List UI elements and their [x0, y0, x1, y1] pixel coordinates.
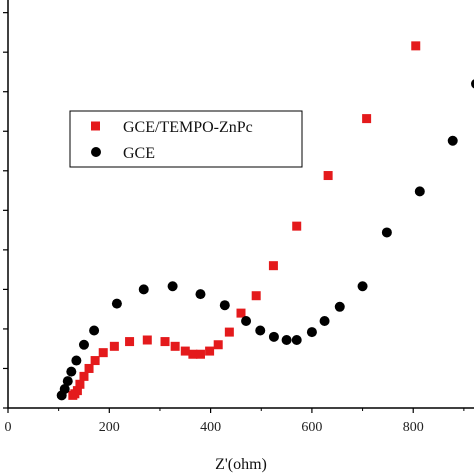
data-point-square	[84, 363, 94, 373]
data-point-square	[160, 337, 170, 347]
data-point-square	[205, 346, 215, 356]
data-point-circle	[471, 79, 474, 89]
data-point-square	[251, 291, 261, 301]
legend-marker-circle	[91, 147, 101, 157]
data-point-circle	[357, 281, 368, 292]
data-point-square	[180, 346, 190, 356]
x-tick-label: 200	[99, 420, 120, 435]
data-point-circle	[381, 227, 392, 238]
data-point-square	[268, 261, 278, 271]
data-point-circle	[334, 301, 345, 312]
data-point-square	[188, 349, 198, 359]
data-point-square	[411, 41, 421, 51]
data-point-circle	[319, 316, 330, 327]
data-point-circle	[219, 300, 230, 311]
data-point-circle	[195, 289, 206, 300]
x-axis-ticks: 0 200 400 600 800	[5, 408, 465, 435]
x-tick-label: 600	[301, 420, 322, 435]
data-point-circle	[59, 384, 70, 395]
data-point-circle	[138, 284, 149, 295]
data-point-square	[109, 341, 119, 351]
y-axis-ticks	[3, 12, 8, 409]
legend-box	[69, 110, 303, 168]
data-point-circle	[89, 325, 100, 336]
data-point-square	[98, 348, 108, 358]
data-point-square	[292, 221, 302, 231]
data-point-square	[72, 386, 82, 396]
data-point-circle	[167, 281, 178, 292]
data-point-square	[236, 308, 246, 318]
data-point-square	[323, 171, 333, 181]
x-tick-label: 800	[403, 420, 424, 435]
data-point-circle	[281, 335, 292, 345]
plot-area	[7, 0, 474, 409]
data-point-square	[213, 340, 223, 350]
data-point-square	[79, 371, 89, 381]
data-point-square	[75, 379, 85, 389]
plot-frame	[7, 0, 474, 409]
data-point-square	[362, 114, 372, 124]
data-point-square	[90, 356, 100, 366]
data-point-circle	[62, 376, 73, 387]
data-point-circle	[66, 366, 77, 377]
x-tick-label: 0	[5, 420, 12, 435]
data-point-square	[125, 337, 135, 347]
data-point-circle	[447, 135, 458, 146]
data-point-circle	[241, 316, 252, 327]
data-point-circle	[306, 327, 317, 338]
legend-marker-square	[91, 121, 100, 131]
data-point-circle	[414, 186, 425, 197]
x-tick-label: 400	[200, 420, 221, 435]
data-point-circle	[268, 331, 279, 342]
legend-label-gce-tempo-znpc: GCE/TEMPO-ZnPc	[123, 119, 253, 136]
data-point-square	[170, 341, 180, 351]
legend-label-gce: GCE	[123, 145, 155, 162]
data-point-circle	[255, 325, 266, 336]
series-layer	[56, 41, 474, 401]
data-point-circle	[78, 339, 89, 350]
legend: GCE/TEMPO-ZnPc GCE	[69, 110, 303, 168]
data-point-circle	[71, 355, 82, 366]
data-point-circle	[111, 298, 122, 309]
x-axis-label: Z'(ohm)	[215, 456, 267, 473]
data-point-square	[195, 349, 205, 359]
data-point-square	[142, 335, 152, 345]
data-point-square	[224, 327, 234, 337]
data-point-circle	[291, 335, 302, 345]
